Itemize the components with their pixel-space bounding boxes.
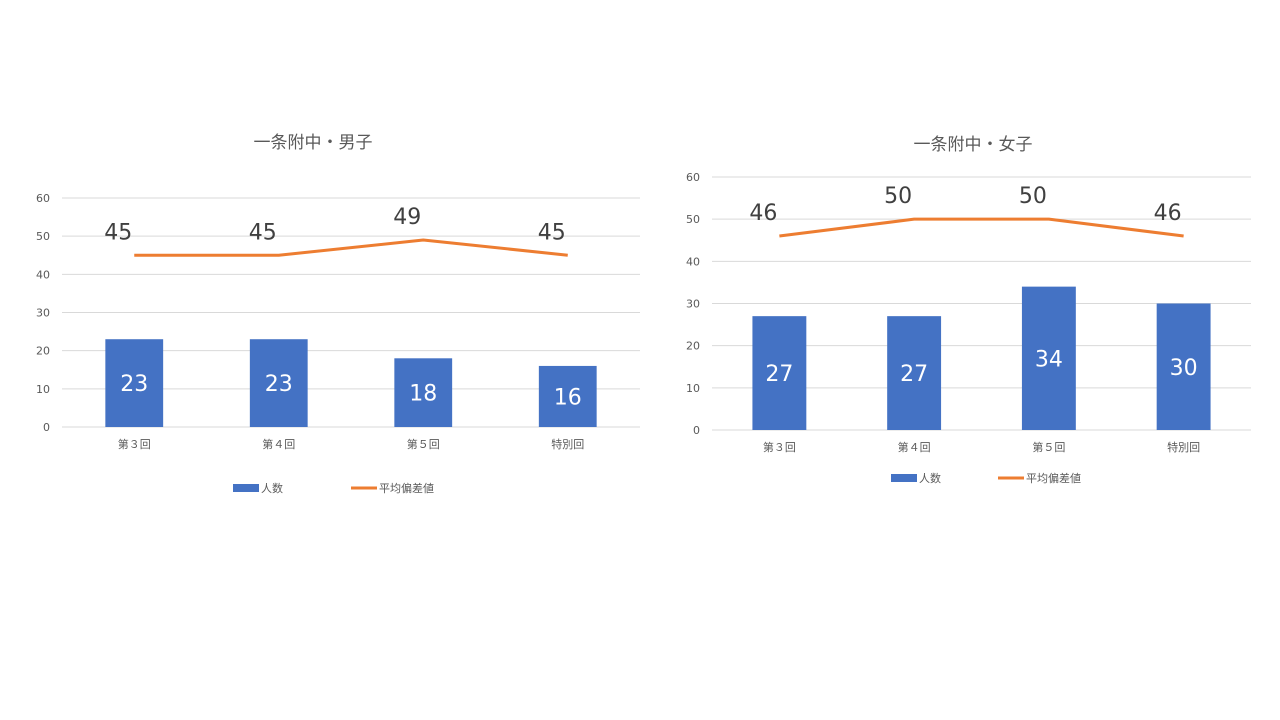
chart-boys: 一条附中・男子 0 10 20 30 40 50 60 23 23 18 16 45 45 49 45 第３回… bbox=[36, 133, 640, 495]
legend-label: 人数 bbox=[261, 482, 283, 495]
line-data-label: 45 bbox=[104, 220, 132, 245]
bar-data-label: 34 bbox=[1035, 347, 1063, 372]
legend-label: 平均偏差値 bbox=[379, 481, 434, 495]
y-tick-label: 10 bbox=[36, 383, 50, 396]
bar bbox=[1156, 303, 1211, 430]
y-tick-label: 50 bbox=[686, 213, 700, 226]
bar-data-label: 18 bbox=[409, 382, 437, 407]
bar-data-label: 23 bbox=[120, 372, 148, 397]
legend-bar-swatch bbox=[233, 484, 259, 492]
bar bbox=[105, 339, 164, 427]
y-tick-label: 40 bbox=[686, 255, 700, 268]
y-tick-label: 10 bbox=[686, 382, 700, 395]
line-data-label: 50 bbox=[1019, 184, 1047, 209]
x-tick-label: 第５回 bbox=[1032, 440, 1065, 454]
line-series bbox=[134, 238, 568, 257]
line-data-label: 46 bbox=[749, 201, 777, 226]
y-tick-label: 30 bbox=[686, 298, 700, 311]
bar bbox=[1021, 286, 1076, 430]
bar-data-label: 27 bbox=[900, 362, 928, 387]
bar-data-label: 23 bbox=[265, 372, 293, 397]
bar bbox=[887, 316, 942, 430]
y-tick-label: 0 bbox=[43, 421, 50, 434]
legend-bar-swatch bbox=[891, 474, 917, 482]
y-tick-label: 30 bbox=[36, 307, 50, 320]
y-tick-label: 60 bbox=[36, 192, 50, 205]
bar bbox=[752, 316, 807, 430]
bar-data-label: 30 bbox=[1170, 356, 1198, 381]
line-data-label: 49 bbox=[393, 205, 421, 230]
y-tick-label: 20 bbox=[36, 345, 50, 358]
y-tick-label: 20 bbox=[686, 340, 700, 353]
y-tick-label: 60 bbox=[686, 171, 700, 184]
chart-title: 一条附中・男子 bbox=[254, 133, 373, 153]
y-tick-label: 40 bbox=[36, 268, 50, 281]
y-tick-label: 0 bbox=[693, 424, 700, 437]
x-tick-label: 第４回 bbox=[262, 437, 295, 451]
legend-label: 平均偏差値 bbox=[1026, 471, 1081, 485]
x-tick-label: 第５回 bbox=[407, 437, 440, 451]
line-data-label: 45 bbox=[538, 220, 566, 245]
line-series bbox=[779, 217, 1184, 238]
bar bbox=[249, 339, 308, 427]
x-tick-label: 特別回 bbox=[1167, 440, 1200, 454]
x-tick-label: 第４回 bbox=[898, 440, 931, 454]
line-data-label: 50 bbox=[884, 184, 912, 209]
bar bbox=[394, 358, 453, 427]
chart-title: 一条附中・女子 bbox=[914, 135, 1033, 155]
bar bbox=[538, 365, 597, 427]
legend-label: 人数 bbox=[919, 472, 941, 485]
bar-data-label: 16 bbox=[554, 385, 582, 410]
y-tick-label: 50 bbox=[36, 230, 50, 243]
x-tick-label: 第３回 bbox=[763, 440, 796, 454]
chart-girls: 一条附中・女子 0 10 20 30 40 50 60 27 27 34 30 46 50 50 46 第３回… bbox=[686, 135, 1251, 485]
x-tick-label: 第３回 bbox=[118, 437, 151, 451]
line-data-label: 46 bbox=[1154, 201, 1182, 226]
x-tick-label: 特別回 bbox=[551, 437, 584, 451]
bar-data-label: 27 bbox=[765, 362, 793, 387]
line-data-label: 45 bbox=[249, 220, 277, 245]
